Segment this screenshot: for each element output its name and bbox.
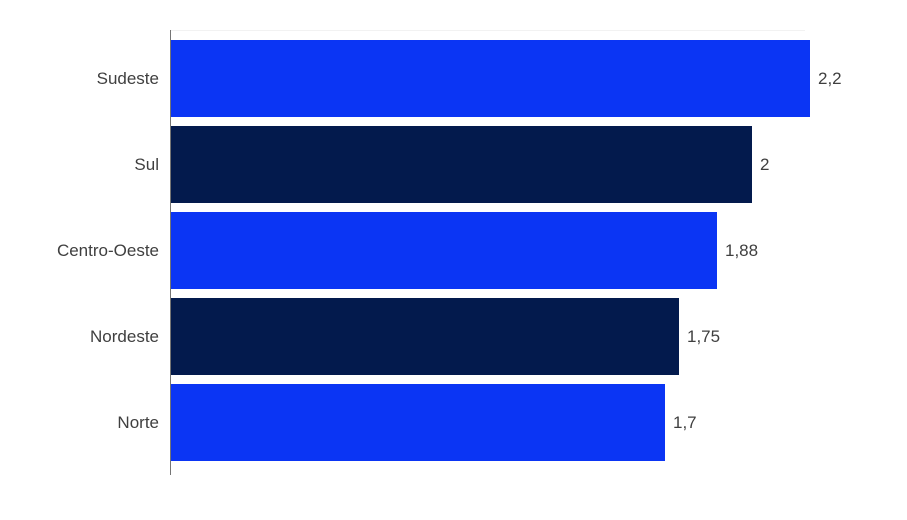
category-label: Norte xyxy=(117,413,159,432)
bar xyxy=(171,298,679,375)
bar xyxy=(171,126,752,203)
bar-row: Sudeste 2,2 xyxy=(0,40,907,117)
category-label: Centro-Oeste xyxy=(56,241,159,260)
bar xyxy=(171,384,665,461)
bar-row: Nordeste 1,75 xyxy=(0,298,907,375)
value-label: 2,2 xyxy=(818,69,842,88)
category-label: Sul xyxy=(134,155,159,174)
category-label: Nordeste xyxy=(90,327,159,346)
value-label: 1,88 xyxy=(725,241,759,260)
value-label: 2 xyxy=(760,155,770,174)
value-label: 1,75 xyxy=(687,327,721,346)
value-label: 1,7 xyxy=(673,413,697,432)
plot-area: Sudeste 2,2 Sul 2 Centro-Oeste 1,88 Nordeste 1,… xyxy=(0,40,907,470)
bar xyxy=(171,40,810,117)
bar-row: Norte 1,7 xyxy=(0,384,907,461)
bar-row: Centro-Oeste 1,88 xyxy=(0,212,907,289)
bar-row: Sul 2 xyxy=(0,126,907,203)
category-label: Sudeste xyxy=(96,69,159,88)
bar xyxy=(171,212,717,289)
top-gridline xyxy=(171,30,805,31)
y-axis-line xyxy=(170,30,171,475)
